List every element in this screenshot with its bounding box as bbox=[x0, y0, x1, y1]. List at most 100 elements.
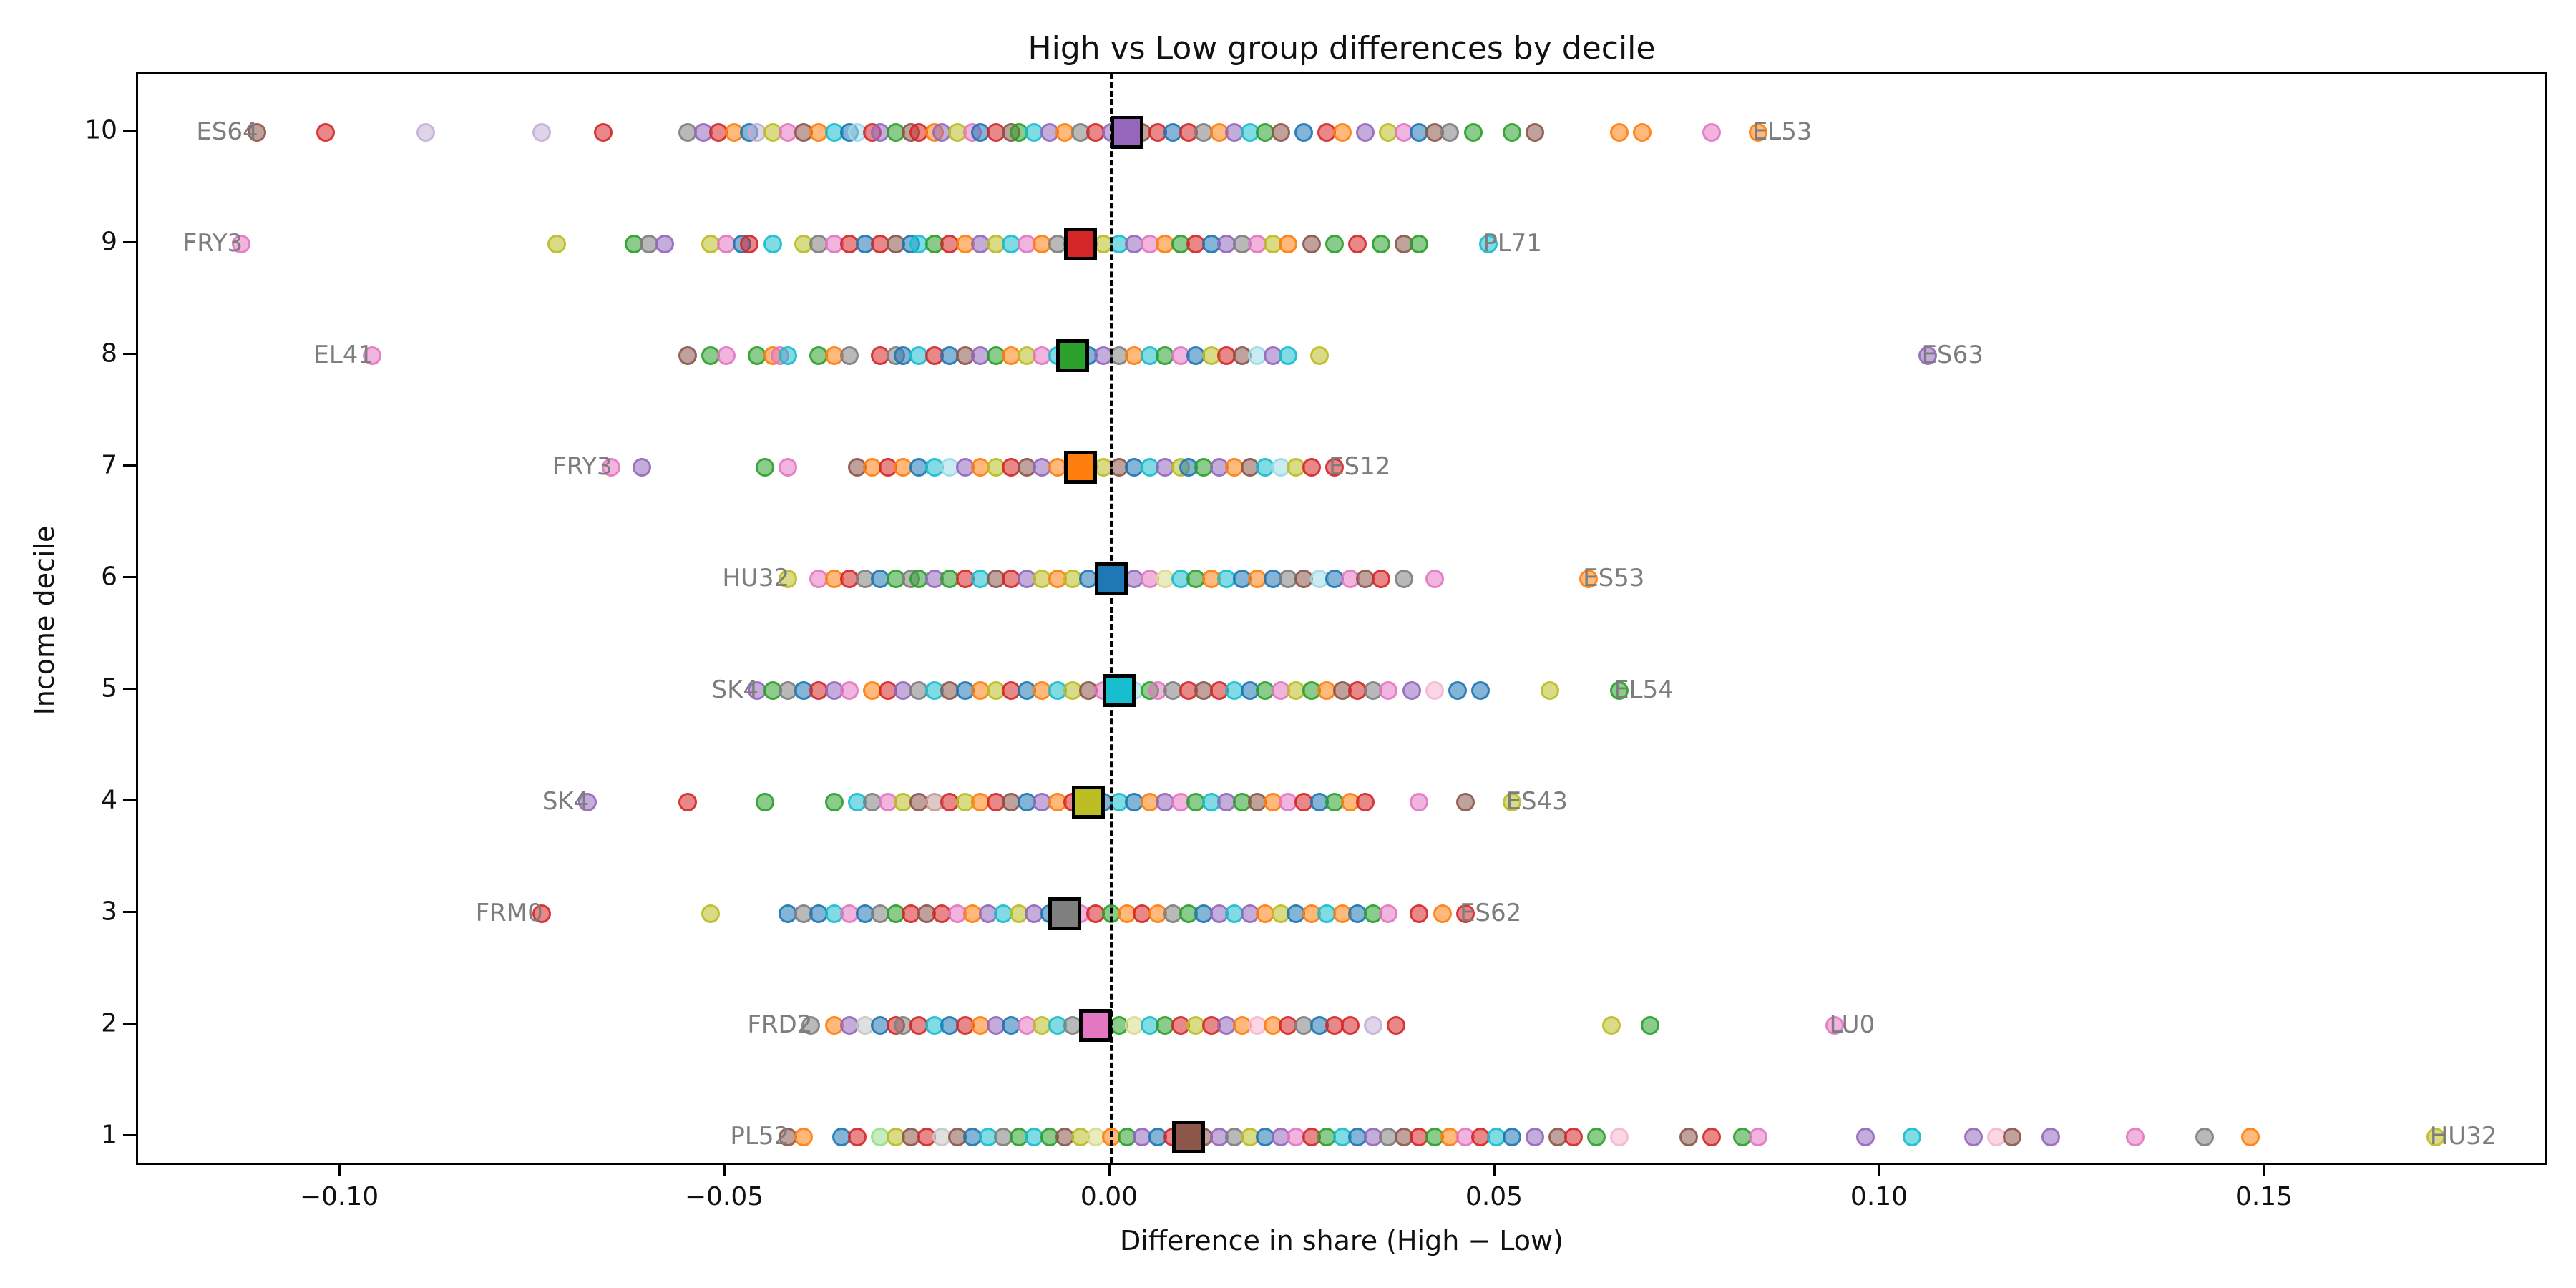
point-label-left: EL41 bbox=[313, 341, 374, 369]
scatter-point bbox=[1332, 123, 1352, 142]
scatter-point bbox=[1433, 904, 1452, 923]
scatter-point bbox=[1340, 1016, 1360, 1035]
scatter-point bbox=[532, 904, 551, 923]
scatter-point bbox=[971, 346, 990, 365]
scatter-point bbox=[1918, 346, 1937, 365]
y-tick-label: 7 bbox=[101, 450, 117, 480]
scatter-point bbox=[1525, 1128, 1544, 1146]
scatter-point bbox=[847, 1128, 867, 1146]
point-label-left: SK4 bbox=[542, 787, 590, 816]
scatter-point bbox=[1825, 1016, 1845, 1035]
point-label-left: FRD2 bbox=[747, 1010, 813, 1039]
scatter-point bbox=[1033, 235, 1052, 253]
scatter-point bbox=[678, 346, 698, 365]
scatter-point bbox=[1225, 123, 1244, 142]
scatter-point bbox=[2002, 1128, 2021, 1146]
scatter-point bbox=[678, 793, 698, 811]
scatter-point bbox=[2241, 1128, 2260, 1146]
y-axis-label: Income decile bbox=[29, 525, 60, 716]
mean-square bbox=[1056, 339, 1090, 372]
scatter-point bbox=[1633, 123, 1652, 142]
scatter-point bbox=[1702, 123, 1722, 142]
mean-square bbox=[1063, 451, 1097, 484]
scatter-point bbox=[1279, 793, 1298, 811]
x-axis-label: Difference in share (High − Low) bbox=[1120, 1225, 1563, 1257]
scatter-point bbox=[1325, 235, 1345, 253]
scatter-point bbox=[955, 570, 975, 588]
scatter-point bbox=[1363, 1016, 1382, 1035]
scatter-point bbox=[1379, 904, 1398, 923]
scatter-point bbox=[232, 235, 251, 253]
x-tick-mark bbox=[723, 1165, 726, 1176]
scatter-point bbox=[779, 570, 798, 588]
scatter-point bbox=[1610, 681, 1629, 700]
mean-square bbox=[1063, 228, 1097, 260]
scatter-point bbox=[655, 235, 674, 253]
point-label-right: LU0 bbox=[1829, 1010, 1875, 1039]
y-tick-label: 5 bbox=[101, 673, 117, 703]
scatter-point bbox=[1217, 346, 1236, 365]
scatter-point bbox=[632, 458, 651, 477]
mean-square bbox=[1102, 674, 1136, 707]
scatter-point bbox=[1279, 346, 1298, 365]
y-tick-mark bbox=[123, 688, 136, 690]
zero-reference-line bbox=[1110, 74, 1113, 1163]
scatter-point bbox=[316, 123, 336, 142]
y-tick-mark bbox=[123, 130, 136, 132]
scatter-point bbox=[1348, 235, 1367, 253]
scatter-point bbox=[1356, 793, 1375, 811]
scatter-point bbox=[1541, 681, 1560, 700]
y-tick-mark bbox=[123, 799, 136, 801]
scatter-point bbox=[794, 681, 813, 700]
scatter-point bbox=[1309, 346, 1329, 365]
point-label-left: FRY3 bbox=[552, 452, 613, 481]
point-label-right: ES62 bbox=[1459, 899, 1522, 927]
y-tick-mark bbox=[123, 241, 136, 243]
plot-area: ES64 EL53 FRY3 PL71 EL41 ES63 FRY3 ES12 HU32 ES53… bbox=[136, 72, 2547, 1165]
scatter-point bbox=[940, 681, 960, 700]
scatter-point bbox=[763, 235, 782, 253]
mean-square bbox=[1110, 116, 1143, 149]
point-label-left: SK4 bbox=[711, 675, 759, 704]
scatter-point bbox=[779, 346, 798, 365]
y-tick-mark bbox=[123, 911, 136, 913]
scatter-point bbox=[755, 793, 774, 811]
x-tick-label: 0.05 bbox=[1465, 1182, 1523, 1211]
scatter-point bbox=[1232, 1016, 1252, 1035]
scatter-point bbox=[717, 346, 736, 365]
scatter-point bbox=[1641, 1016, 1660, 1035]
point-label-right: HU32 bbox=[2429, 1122, 2497, 1151]
scatter-point bbox=[1402, 681, 1421, 700]
scatter-point bbox=[1263, 570, 1282, 588]
scatter-point bbox=[2126, 1128, 2145, 1146]
point-label-left: FRM0 bbox=[475, 899, 543, 927]
y-tick-label: 3 bbox=[101, 897, 117, 927]
scatter-point bbox=[1502, 123, 1521, 142]
scatter-point bbox=[1748, 1128, 1767, 1146]
scatter-point bbox=[547, 235, 567, 253]
scatter-point bbox=[1279, 235, 1298, 253]
scatter-point bbox=[1502, 1128, 1521, 1146]
scatter-point bbox=[1379, 681, 1398, 700]
scatter-point bbox=[1748, 123, 1767, 142]
y-tick-label: 2 bbox=[101, 1008, 117, 1038]
scatter-point bbox=[1525, 123, 1544, 142]
scatter-point bbox=[1179, 904, 1198, 923]
scatter-point bbox=[1371, 235, 1390, 253]
scatter-point bbox=[416, 123, 436, 142]
scatter-point bbox=[1133, 1128, 1152, 1146]
y-tick-mark bbox=[123, 1023, 136, 1025]
mean-square bbox=[1079, 1009, 1113, 1042]
point-label-right: ES63 bbox=[1921, 341, 1984, 369]
scatter-point bbox=[701, 904, 721, 923]
y-tick-mark bbox=[123, 353, 136, 355]
y-tick-label: 4 bbox=[101, 785, 117, 815]
scatter-point bbox=[1455, 793, 1475, 811]
scatter-point bbox=[1702, 1128, 1722, 1146]
scatter-point bbox=[840, 681, 859, 700]
scatter-point bbox=[794, 1128, 813, 1146]
x-tick-label: −0.05 bbox=[684, 1182, 764, 1211]
scatter-point bbox=[1563, 1128, 1583, 1146]
scatter-point bbox=[840, 346, 859, 365]
scatter-point bbox=[1856, 1128, 1875, 1146]
